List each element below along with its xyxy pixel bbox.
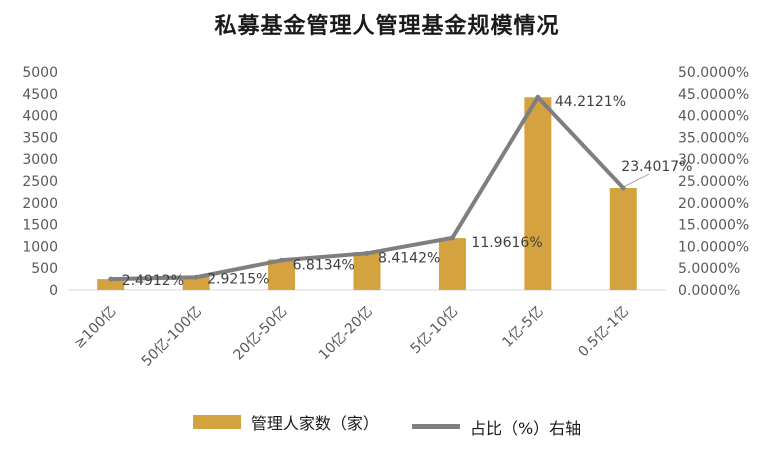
legend-label-line: 占比（%）右轴	[469, 418, 582, 438]
x-tick-label: 0.5亿-1亿	[575, 304, 632, 361]
chart-title: 私募基金管理人管理基金规模情况	[214, 13, 560, 39]
y-left-tick-label: 1000	[22, 239, 58, 255]
line-point	[364, 250, 370, 256]
legend-swatch-line	[411, 424, 460, 429]
y-left-tick-label: 0	[49, 283, 58, 299]
x-tick-label: 50亿-100亿	[139, 304, 205, 370]
y-left-tick-label: 4000	[22, 109, 58, 125]
line-point	[620, 185, 626, 191]
y-right-tick-label: 10.0000%	[678, 239, 749, 255]
line-point	[279, 257, 285, 263]
y-right-tick-label: 5.0000%	[678, 261, 740, 277]
bar	[438, 238, 466, 290]
legend-item-line: 占比（%）右轴	[411, 415, 582, 439]
legend-swatch-bars	[192, 415, 241, 429]
y-left-tick-label: 2500	[22, 174, 58, 190]
line-data-label: 8.4142%	[378, 250, 440, 266]
line-point	[535, 94, 541, 100]
y-left-tick-label: 5000	[22, 65, 58, 81]
data-label-leader-line	[625, 173, 650, 187]
y-right-tick-label: 0.0000%	[678, 283, 740, 299]
line-point	[108, 276, 114, 282]
y-right-tick-label: 50.0000%	[678, 65, 749, 81]
x-tick-label: 20亿-50亿	[231, 304, 291, 364]
y-right-tick-label: 45.0000%	[678, 87, 749, 103]
bar	[268, 259, 296, 290]
x-tick-label: 1亿-5亿	[499, 304, 546, 351]
y-right-tick-label: 35.0000%	[678, 130, 749, 146]
y-right-tick-label: 40.0000%	[678, 109, 749, 125]
y-left-tick-label: 3000	[22, 152, 58, 168]
y-left-tick-label: 500	[31, 261, 58, 277]
x-tick-label: 10亿-20亿	[316, 304, 376, 364]
x-tick-label: ≥100亿	[71, 304, 119, 352]
line-data-label: 2.4912%	[122, 273, 184, 289]
line-point	[193, 274, 199, 280]
y-right-tick-label: 15.0000%	[678, 218, 749, 234]
line-data-label: 23.4017%	[621, 159, 692, 175]
y-right-tick-label: 30.0000%	[678, 152, 749, 168]
y-left-tick-label: 3500	[22, 130, 58, 146]
legend-label-bars: 管理人家数（家）	[250, 414, 379, 433]
line-point	[449, 235, 455, 241]
legend-item-bars: 管理人家数（家）	[192, 410, 379, 434]
line-data-label: 6.8134%	[293, 257, 355, 273]
x-tick-label: 5亿-10亿	[408, 304, 462, 358]
bar	[524, 97, 552, 291]
bar	[182, 276, 210, 290]
bar	[353, 252, 381, 290]
line-data-label: 2.9215%	[207, 271, 269, 287]
chart-legend: 管理人家数（家） 占比（%）右轴	[0, 410, 774, 439]
bar	[609, 187, 637, 290]
y-right-tick-label: 25.0000%	[678, 174, 749, 190]
y-left-tick-label: 1500	[22, 218, 58, 234]
y-right-tick-label: 20.0000%	[678, 196, 749, 212]
line-data-label: 44.2121%	[555, 94, 626, 110]
y-left-tick-label: 4500	[22, 87, 58, 103]
bar	[97, 279, 125, 290]
y-left-tick-label: 2000	[22, 196, 58, 212]
line-data-label: 11.9616%	[471, 235, 542, 251]
